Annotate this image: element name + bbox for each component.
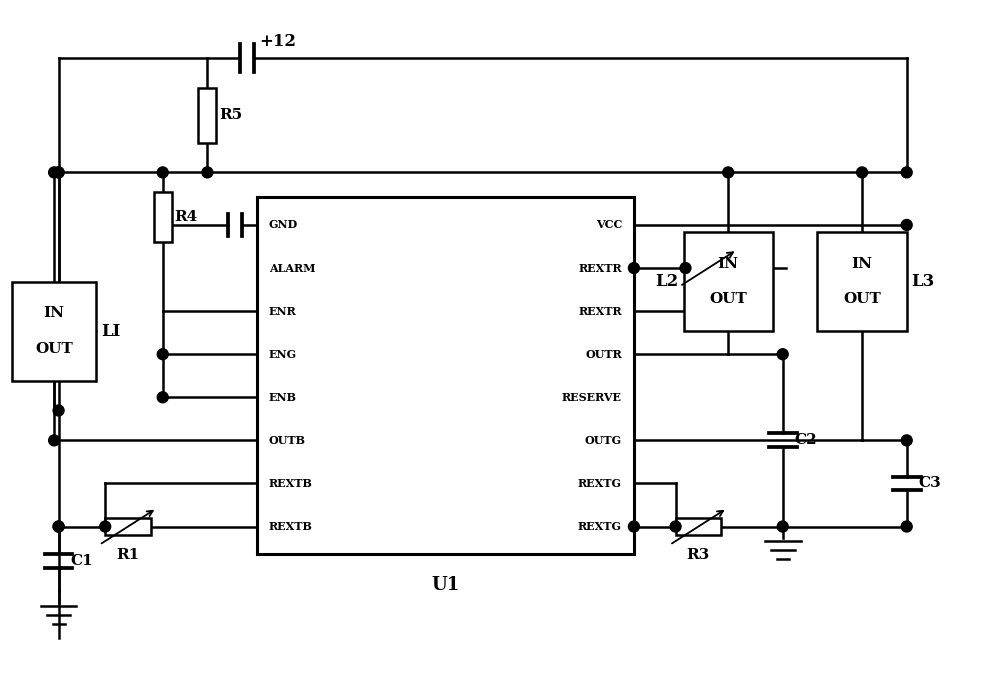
Bar: [105, 518, 151, 535]
Text: OUTG: OUTG: [585, 435, 622, 446]
Text: REXTR: REXTR: [578, 305, 622, 316]
Text: ALARM: ALARM: [269, 263, 315, 274]
Text: VCC: VCC: [596, 220, 622, 231]
Bar: [154, 192, 172, 242]
Text: R5: R5: [219, 108, 242, 122]
Text: R4: R4: [175, 210, 198, 224]
Text: LI: LI: [101, 323, 121, 339]
Text: ENG: ENG: [269, 349, 297, 360]
Circle shape: [100, 521, 111, 532]
Text: IN: IN: [718, 256, 739, 271]
Circle shape: [49, 435, 60, 446]
Text: OUT: OUT: [709, 292, 747, 306]
Bar: [676, 518, 721, 535]
Bar: [257, 197, 634, 554]
Circle shape: [53, 167, 64, 178]
Circle shape: [53, 405, 64, 416]
Text: REXTR: REXTR: [578, 263, 622, 274]
Circle shape: [901, 435, 912, 446]
Text: +12: +12: [259, 33, 296, 50]
Circle shape: [777, 521, 788, 532]
Circle shape: [53, 167, 64, 178]
Circle shape: [49, 167, 60, 178]
Text: R2: R2: [697, 290, 720, 304]
Text: L2: L2: [655, 273, 679, 290]
Circle shape: [680, 263, 691, 274]
Text: C2: C2: [795, 433, 817, 447]
Text: GND: GND: [269, 220, 298, 231]
Circle shape: [901, 220, 912, 230]
Text: R1: R1: [116, 549, 140, 562]
Circle shape: [777, 349, 788, 360]
Text: L3: L3: [912, 273, 935, 290]
Text: OUTR: OUTR: [585, 349, 622, 360]
Text: REXTB: REXTB: [269, 521, 313, 532]
Circle shape: [53, 521, 64, 532]
Bar: [817, 232, 907, 331]
Text: ENB: ENB: [269, 392, 297, 403]
Text: C1: C1: [70, 554, 93, 568]
Bar: [684, 232, 773, 331]
Text: C3: C3: [919, 477, 941, 491]
Text: IN: IN: [44, 306, 65, 320]
Circle shape: [628, 263, 639, 274]
Text: OUT: OUT: [843, 292, 881, 306]
Circle shape: [157, 349, 168, 360]
Text: REXTB: REXTB: [269, 478, 313, 489]
Circle shape: [628, 521, 639, 532]
Circle shape: [901, 521, 912, 532]
Text: U1: U1: [431, 576, 460, 594]
Text: OUT: OUT: [35, 342, 73, 356]
Text: IN: IN: [852, 256, 873, 271]
Text: REXTG: REXTG: [578, 478, 622, 489]
Circle shape: [53, 521, 64, 532]
Circle shape: [202, 167, 213, 178]
Circle shape: [157, 392, 168, 403]
Circle shape: [157, 167, 168, 178]
Text: OUTB: OUTB: [269, 435, 306, 446]
Text: REXTG: REXTG: [578, 521, 622, 532]
Text: ENR: ENR: [269, 305, 297, 316]
Bar: [198, 88, 216, 142]
Circle shape: [901, 167, 912, 178]
Circle shape: [723, 167, 734, 178]
Text: RESERVE: RESERVE: [562, 392, 622, 403]
Circle shape: [670, 521, 681, 532]
Text: R3: R3: [687, 549, 710, 562]
Bar: [12, 281, 96, 381]
Circle shape: [857, 167, 868, 178]
Bar: [685, 260, 731, 276]
